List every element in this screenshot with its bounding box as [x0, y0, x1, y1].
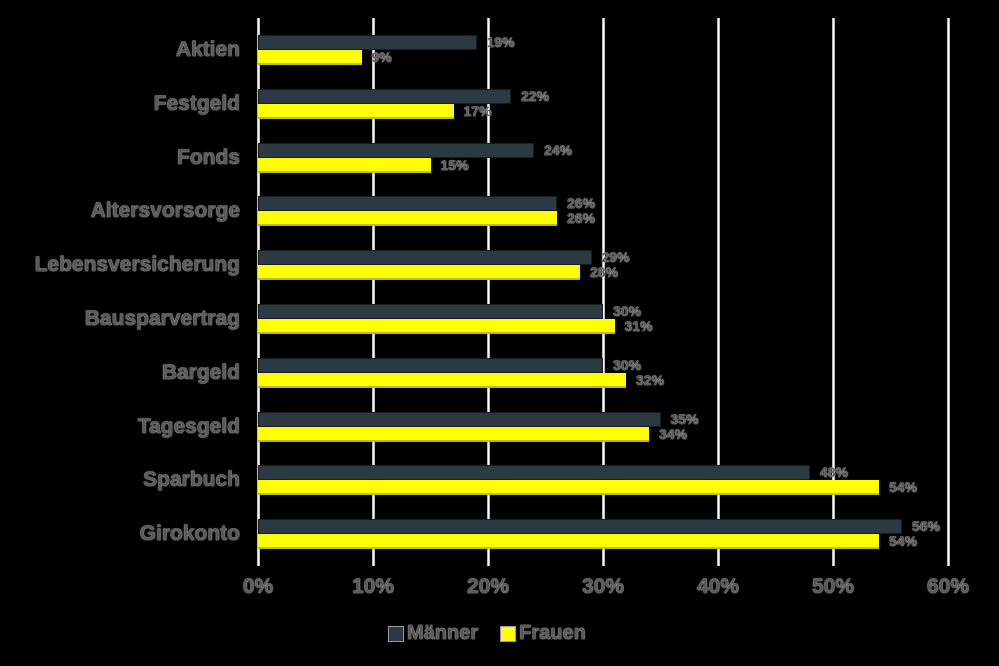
gridline	[372, 18, 375, 566]
category-label: Sparbuch	[143, 468, 240, 492]
bar-frauen	[258, 372, 626, 388]
bar-frauen	[258, 426, 649, 442]
value-label-maenner: 29%	[601, 249, 630, 266]
gridline	[257, 18, 260, 566]
bar-maenner	[258, 88, 511, 104]
category-label: Fonds	[177, 145, 240, 169]
category-label: Lebensversicherung	[34, 253, 240, 277]
x-tick-label: 50%	[811, 575, 855, 598]
gridline	[487, 18, 490, 566]
bar-frauen	[258, 211, 557, 227]
x-tick-label: 20%	[466, 575, 510, 598]
gridline	[947, 18, 950, 566]
legend-item-frauen: Frauen	[500, 622, 586, 645]
category-label: Girokonto	[139, 522, 240, 546]
category-label: Bausparvertrag	[84, 307, 240, 330]
value-label-maenner: 56%	[912, 518, 941, 535]
bar-maenner	[258, 142, 534, 158]
legend: Männer Frauen	[388, 622, 600, 645]
bar-maenner	[258, 304, 603, 319]
x-tick-label: 0%	[242, 575, 274, 598]
value-label-frauen: 15%	[440, 156, 469, 173]
bar-maenner	[258, 357, 603, 373]
legend-swatch-frauen	[500, 625, 517, 642]
bar-frauen	[258, 480, 879, 496]
bar-maenner	[258, 35, 477, 50]
x-tick-label: 60%	[926, 575, 970, 598]
plot-area: 19% 9% 22% 17% 24% 15% 26% 26% 29% 28% 30% 31% 30% 32…	[257, 18, 950, 566]
bar-frauen	[258, 157, 431, 173]
value-label-maenner: 26%	[567, 195, 596, 212]
bar-maenner	[258, 196, 557, 212]
value-label-frauen: 34%	[659, 425, 688, 442]
bar-frauen	[258, 103, 454, 119]
legend-swatch-maenner	[388, 625, 404, 642]
legend-label: Männer	[407, 622, 479, 644]
value-label-frauen: 9%	[371, 49, 392, 65]
gridline	[602, 18, 605, 566]
bar-frauen	[258, 319, 615, 334]
bar-maenner	[258, 411, 661, 427]
x-tick-label: 40%	[696, 575, 740, 598]
value-label-frauen: 54%	[889, 533, 918, 550]
value-label-frauen: 17%	[463, 102, 492, 119]
value-label-frauen: 26%	[567, 210, 596, 227]
gridline	[832, 18, 835, 566]
value-label-maenner: 22%	[521, 87, 550, 104]
value-label-maenner: 24%	[544, 141, 573, 158]
bar-frauen	[258, 50, 362, 65]
value-label-maenner: 30%	[613, 356, 642, 373]
bar-frauen	[258, 265, 580, 281]
gridline	[717, 18, 720, 566]
bar-maenner	[258, 519, 902, 535]
legend-item-maenner: Männer	[388, 622, 478, 645]
value-label-frauen: 32%	[636, 371, 665, 388]
category-label: Festgeld	[153, 91, 240, 115]
legend-label: Frauen	[519, 622, 586, 644]
x-tick-label: 30%	[581, 575, 625, 598]
value-label-frauen: 28%	[590, 264, 619, 281]
value-label-maenner: 19%	[486, 34, 515, 50]
category-label: Altersvorsorge	[90, 199, 240, 223]
bar-maenner	[258, 465, 810, 481]
value-label-maenner: 30%	[613, 303, 642, 319]
x-tick-label: 10%	[351, 575, 395, 598]
category-label: Bargeld	[161, 360, 240, 384]
value-label-frauen: 31%	[624, 318, 653, 334]
value-label-maenner: 48%	[820, 464, 849, 481]
category-label: Tagesgeld	[137, 414, 240, 438]
value-label-maenner: 35%	[670, 410, 699, 427]
bar-maenner	[258, 250, 592, 266]
value-label-frauen: 54%	[889, 479, 918, 496]
category-label: Aktien	[175, 38, 240, 61]
bar-frauen	[258, 534, 879, 550]
